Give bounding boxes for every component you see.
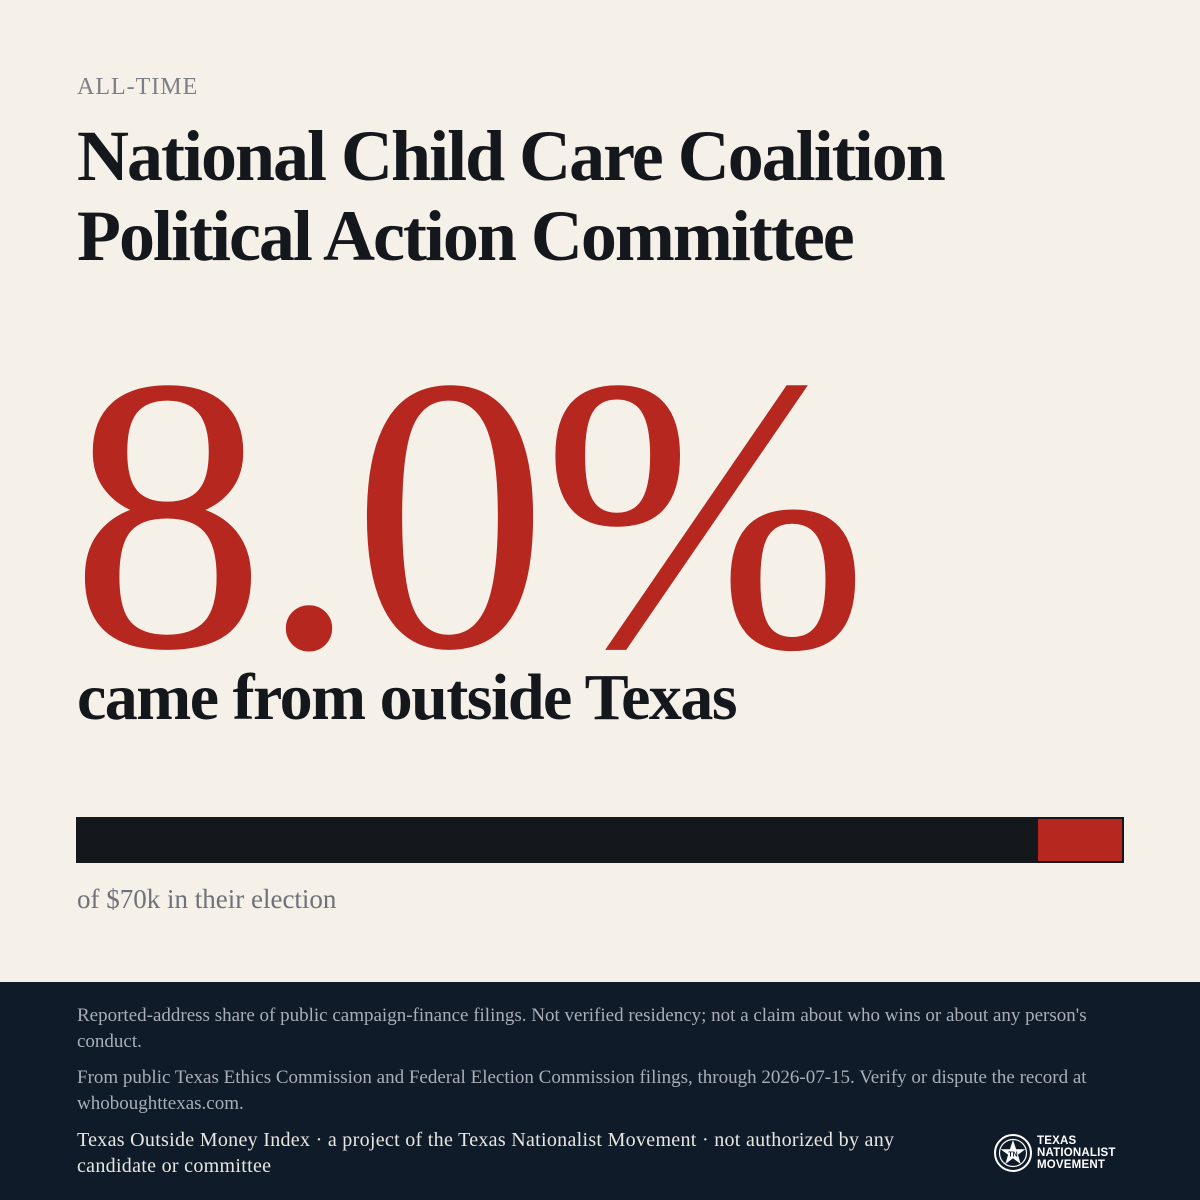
main-panel: ALL-TIME National Child Care Coalition P… <box>70 74 1127 914</box>
outside-share-percent: 8.0% <box>70 297 869 731</box>
svg-text:TN: TN <box>1008 1152 1017 1159</box>
logo-wordmark: TEXAS NATIONALIST MOVEMENT <box>1037 1135 1116 1171</box>
footer-credit: Texas Outside Money Index · a project of… <box>77 1129 895 1177</box>
share-bar-inside-segment <box>78 819 1039 861</box>
footer-disclaimer: Reported-address share of public campaig… <box>77 1005 1087 1052</box>
headline-caption: came from outside Texas <box>77 661 738 734</box>
logo-line-3: MOVEMENT <box>1037 1159 1106 1171</box>
tnm-logo: TN TEXAS NATIONALIST MOVEMENT <box>993 1131 1133 1175</box>
page-title: National Child Care Coalition Political … <box>77 116 1127 276</box>
share-bar <box>76 817 1124 863</box>
footer <box>0 982 1200 1200</box>
total-raised-caption: of $70k in their election <box>77 884 337 914</box>
logo-line-1: TEXAS <box>1037 1135 1077 1147</box>
logo-line-2: NATIONALIST <box>1037 1147 1116 1159</box>
eyebrow-label: ALL-TIME <box>77 74 199 100</box>
lone-star-seal-icon: TN <box>994 1134 1032 1172</box>
footer-source-note: From public Texas Ethics Commission and … <box>77 1067 1087 1114</box>
share-bar-outside-segment <box>1038 819 1122 861</box>
title-line-1: National Child Care Coalition <box>77 116 946 196</box>
title-line-2: Political Action Committee <box>77 196 855 276</box>
